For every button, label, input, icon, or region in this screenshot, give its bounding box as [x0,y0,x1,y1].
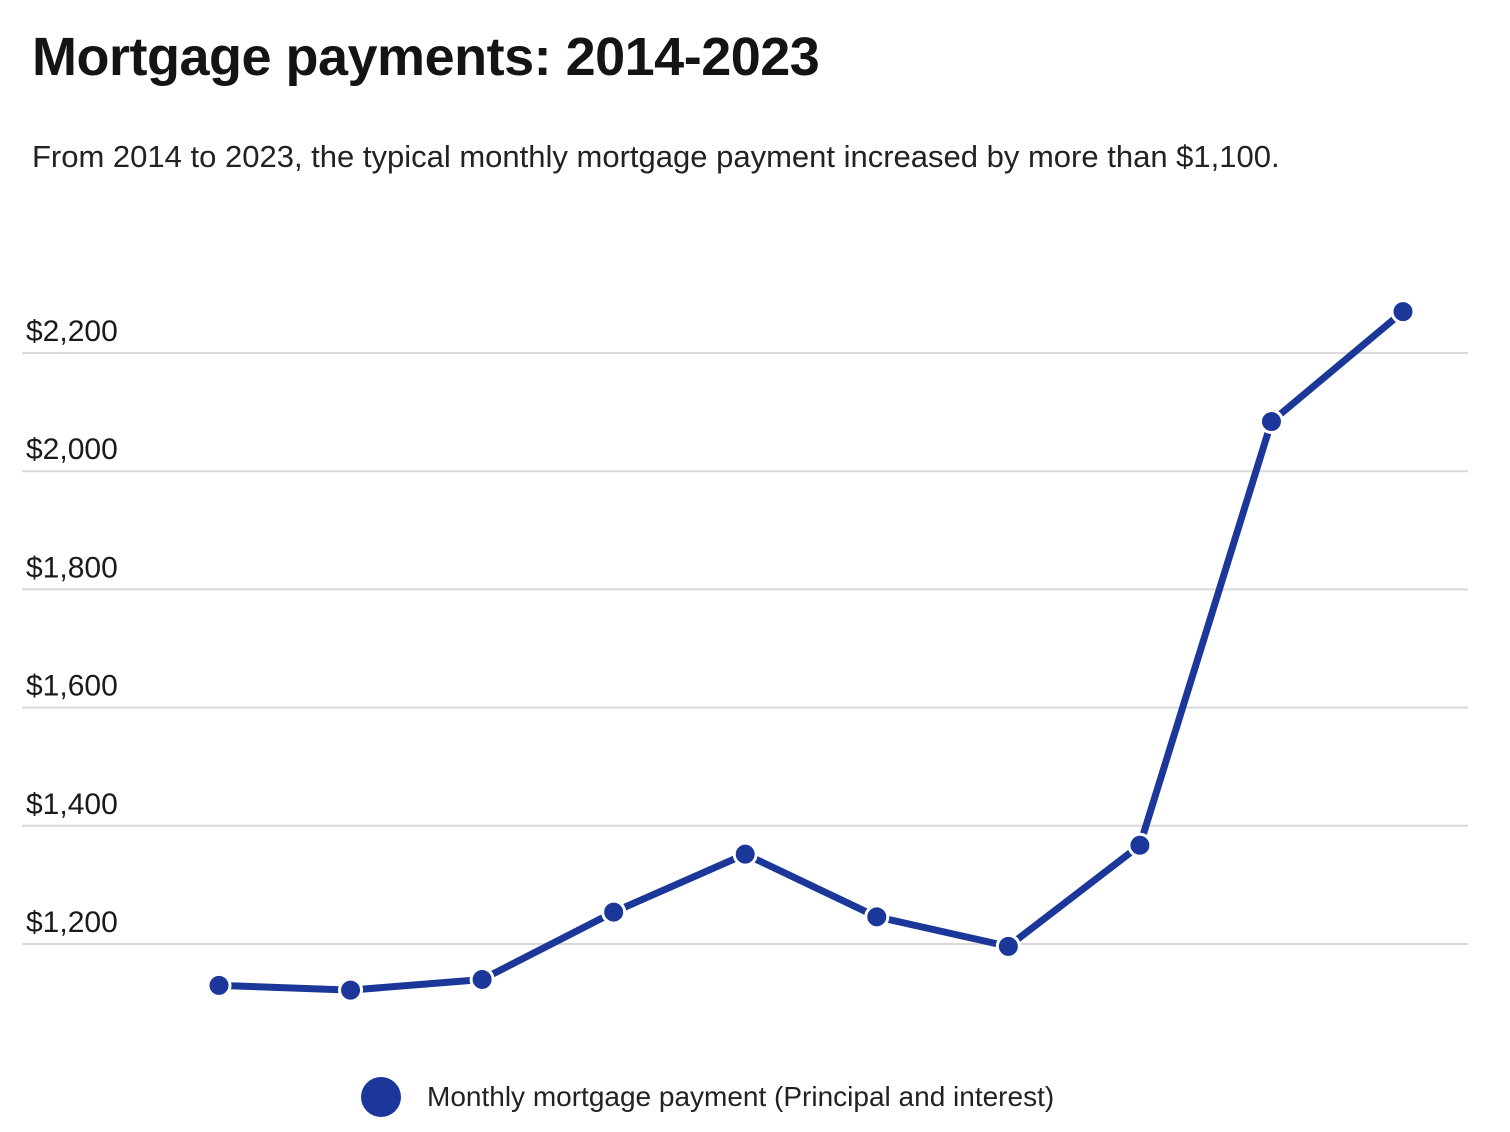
chart-subtitle: From 2014 to 2023, the typical monthly m… [32,139,1280,174]
data-point: 2022: 2084 [1258,409,1284,435]
y-tick-label: $2,000 [26,433,118,466]
data-point: 2014: 1130 [206,972,232,998]
y-tick-label: $1,400 [26,788,118,821]
data-point: 2018: 1352 [732,841,758,867]
data-point: 2021: 1367 [1127,832,1153,858]
y-tick-label: $1,800 [26,551,118,584]
data-point: 2020: 1196 [995,933,1021,959]
y-tick-label: $2,200 [26,315,118,348]
chart-title: Mortgage payments: 2014-2023 [32,27,820,87]
gridlines [22,352,1468,945]
data-point: 2019: 1246 [864,904,890,930]
series-points: 2014: 1130 2015: 1122 2016: 1140 2017: 1254… [206,299,1416,1003]
data-point: 2016: 1140 [469,966,495,992]
series-line-group [215,308,1407,994]
y-tick-label: $1,200 [26,906,118,939]
legend: Monthly mortgage payment (Principal and … [361,1076,1054,1118]
data-point: 2015: 1122 [338,977,364,1003]
data-point: 2023: 2270 [1390,299,1416,325]
series-line [215,308,1407,994]
legend-label: Monthly mortgage payment (Principal and … [427,1081,1055,1112]
y-tick-label: $1,600 [26,670,118,703]
y-axis-tick-labels: $1,200 $1,400 $1,600 $1,800 $2,000 $2,200 [26,315,118,939]
data-point: 2017: 1254 [601,899,627,925]
filled-circle-icon [361,1077,401,1117]
